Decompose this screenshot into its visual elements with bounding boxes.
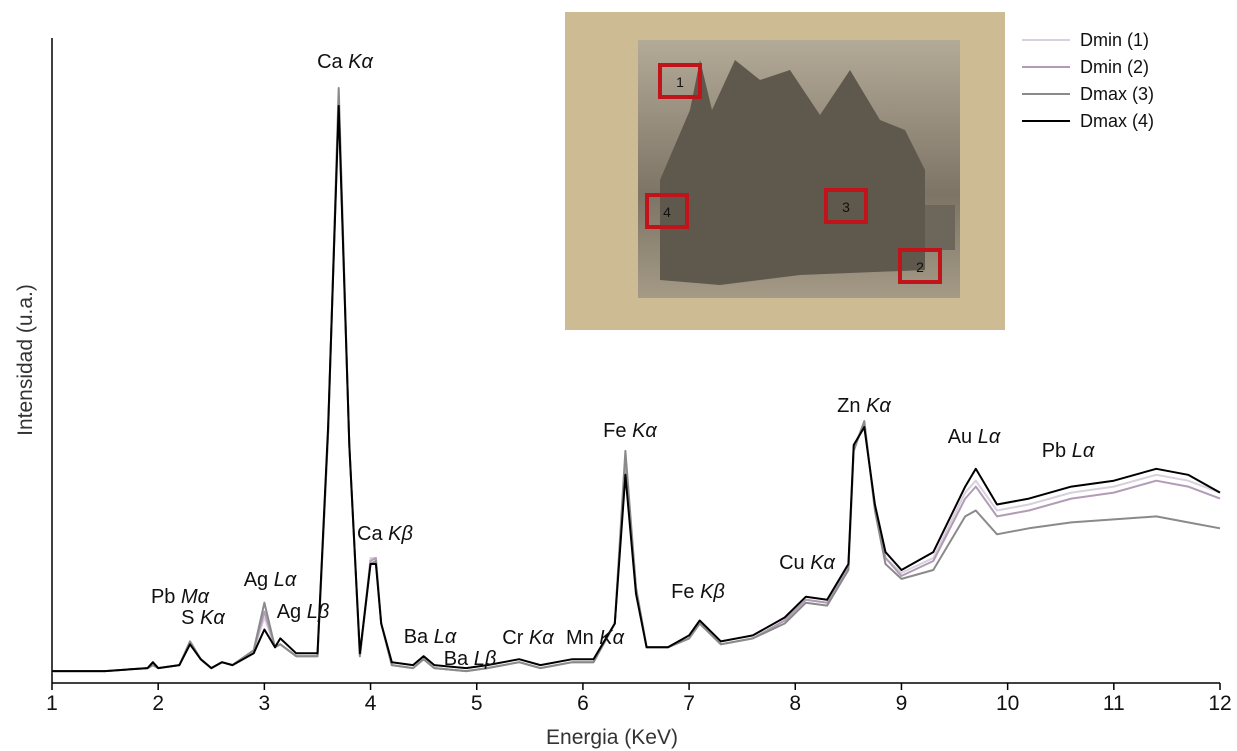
peak-label: Pb Lα (1042, 440, 1095, 462)
x-tick-label: 5 (471, 692, 483, 715)
marker-label: 4 (663, 204, 671, 220)
x-tick-label: 4 (365, 692, 377, 715)
peak-label: Ca Kβ (357, 523, 413, 545)
peak-label: Cu Kα (779, 552, 835, 574)
peak-label: Ba Lα (404, 626, 457, 648)
legend-label: Dmax (4) (1080, 111, 1154, 131)
building (925, 205, 955, 250)
peak-label: Au Lα (948, 426, 1001, 448)
x-tick-label: 3 (259, 692, 271, 715)
peak-label: Ca Kα (317, 51, 373, 73)
x-axis-title: Energia (KeV) (546, 726, 678, 749)
peak-label: Ba Lβ (444, 648, 497, 670)
peak-label: Fe Kβ (671, 581, 725, 603)
y-axis-title: Intensidad (u.a.) (14, 284, 37, 436)
legend-label: Dmax (3) (1080, 84, 1154, 104)
x-tick-label: 9 (896, 692, 908, 715)
legend-label: Dmin (1) (1080, 30, 1149, 50)
inset-photo: 1 2 3 4 (565, 12, 1005, 330)
x-tick-label: 1 (46, 692, 58, 715)
peak-label: Ag Lα (244, 569, 297, 591)
peak-label: S Kα (181, 607, 225, 629)
peak-label: Pb Mα (151, 586, 210, 608)
x-tick-label: 6 (577, 692, 589, 715)
x-tick-label: 10 (996, 692, 1019, 715)
marker-label: 1 (676, 74, 684, 90)
x-tick-label: 2 (152, 692, 164, 715)
x-tick-label: 12 (1208, 692, 1231, 715)
peak-label: Zn Kα (837, 395, 891, 417)
x-tick-label: 8 (789, 692, 801, 715)
peak-label: Cr Kα (502, 627, 554, 649)
page: {"chart_data": { "type": "line", "x_labe… (0, 0, 1237, 751)
chart: 1234 Energia (KeV) Intensidad (u.a.) 123… (0, 0, 1237, 751)
marker-label: 3 (842, 199, 850, 215)
peak-label: Fe Kα (603, 420, 657, 442)
legend-label: Dmin (2) (1080, 57, 1149, 77)
marker-label: 2 (916, 259, 924, 275)
peak-label: Ag Lβ (277, 601, 330, 623)
x-tick-label: 7 (683, 692, 695, 715)
peak-label: Mn Kα (566, 627, 625, 649)
x-tick-label: 11 (1103, 692, 1125, 715)
